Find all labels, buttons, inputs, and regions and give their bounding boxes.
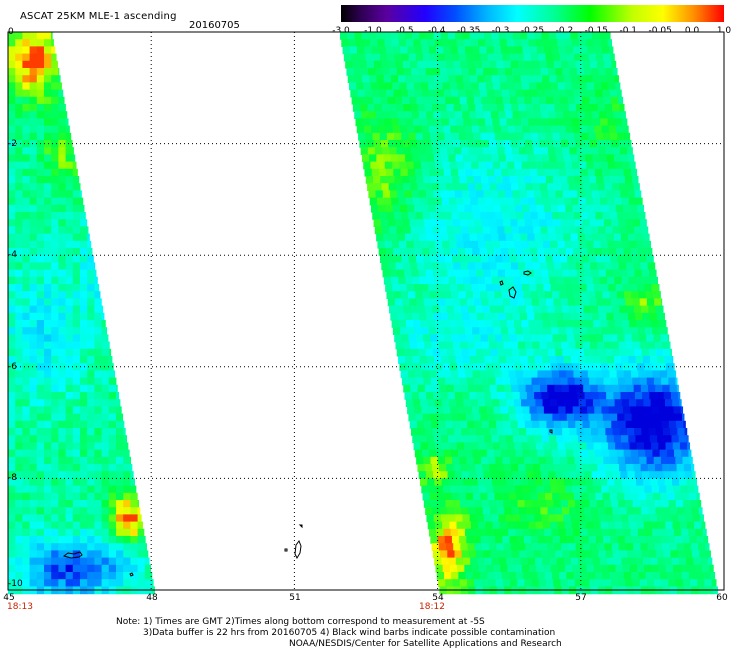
orbit-time-right: 18:12 [419, 602, 445, 612]
x-tick-label: 51 [289, 593, 301, 603]
right-swath [340, 32, 718, 595]
color-scale-label: -0.4 [427, 26, 446, 36]
island-seychelles-2 [499, 280, 504, 286]
color-scale-label: -3.0 [332, 26, 350, 36]
island-outlines [62, 270, 553, 577]
x-tick-label: 45 [3, 593, 15, 603]
chart-date: 20160705 [189, 20, 240, 31]
orbit-time-left: 18:13 [7, 602, 33, 612]
color-scale-label: -0.05 [648, 26, 672, 36]
color-scale-label: -0.3 [491, 26, 510, 36]
island-small-3 [298, 524, 303, 529]
color-scale-label: -0.1 [619, 26, 638, 36]
chart-title: ASCAT 25KM MLE-1 ascending [20, 11, 177, 22]
x-tick-label: 60 [716, 593, 728, 603]
color-scale-label: 1.0 [716, 26, 732, 36]
island-small-1 [129, 572, 134, 577]
y-tick-label: -6 [8, 362, 17, 372]
color-scale-label: -0.25 [520, 26, 545, 36]
y-tick-label: 0 [8, 27, 14, 37]
note-line-2: 3)Data buffer is 22 hrs from 20160705 4)… [143, 628, 556, 638]
y-tick-label: -4 [8, 250, 17, 260]
x-tick-label: 57 [575, 593, 587, 603]
left-swath [8, 32, 155, 595]
island-seychelles-3 [523, 270, 532, 276]
color-scale-label: -1.0 [364, 26, 382, 36]
note-line-1: Note: 1) Times are GMT 2)Times along bot… [116, 617, 485, 627]
color-scale-label: 0.0 [684, 26, 700, 36]
y-tick-label: -2 [8, 139, 17, 149]
y-tick-label: -8 [8, 473, 17, 483]
color-scale-label: -0.2 [555, 26, 574, 36]
island-mauritius-area [62, 551, 83, 559]
color-scale-label: -0.15 [584, 26, 608, 36]
color-scale-bar [341, 5, 724, 22]
x-tick-label: 54 [432, 593, 444, 603]
color-scale-label: -0.35 [457, 26, 481, 36]
color-scale-label: -0.5 [396, 26, 414, 36]
island-madagascar-ne [294, 539, 302, 560]
map-border [7, 31, 725, 591]
note-line-3: NOAA/NESDIS/Center for Satellite Applica… [289, 639, 562, 649]
x-tick-label: 48 [146, 593, 158, 603]
island-small-2 [284, 548, 288, 552]
island-seychelles-1 [508, 286, 517, 299]
grid-lines [8, 32, 724, 590]
island-small-4 [549, 429, 553, 434]
y-tick-label: -10 [8, 579, 23, 589]
